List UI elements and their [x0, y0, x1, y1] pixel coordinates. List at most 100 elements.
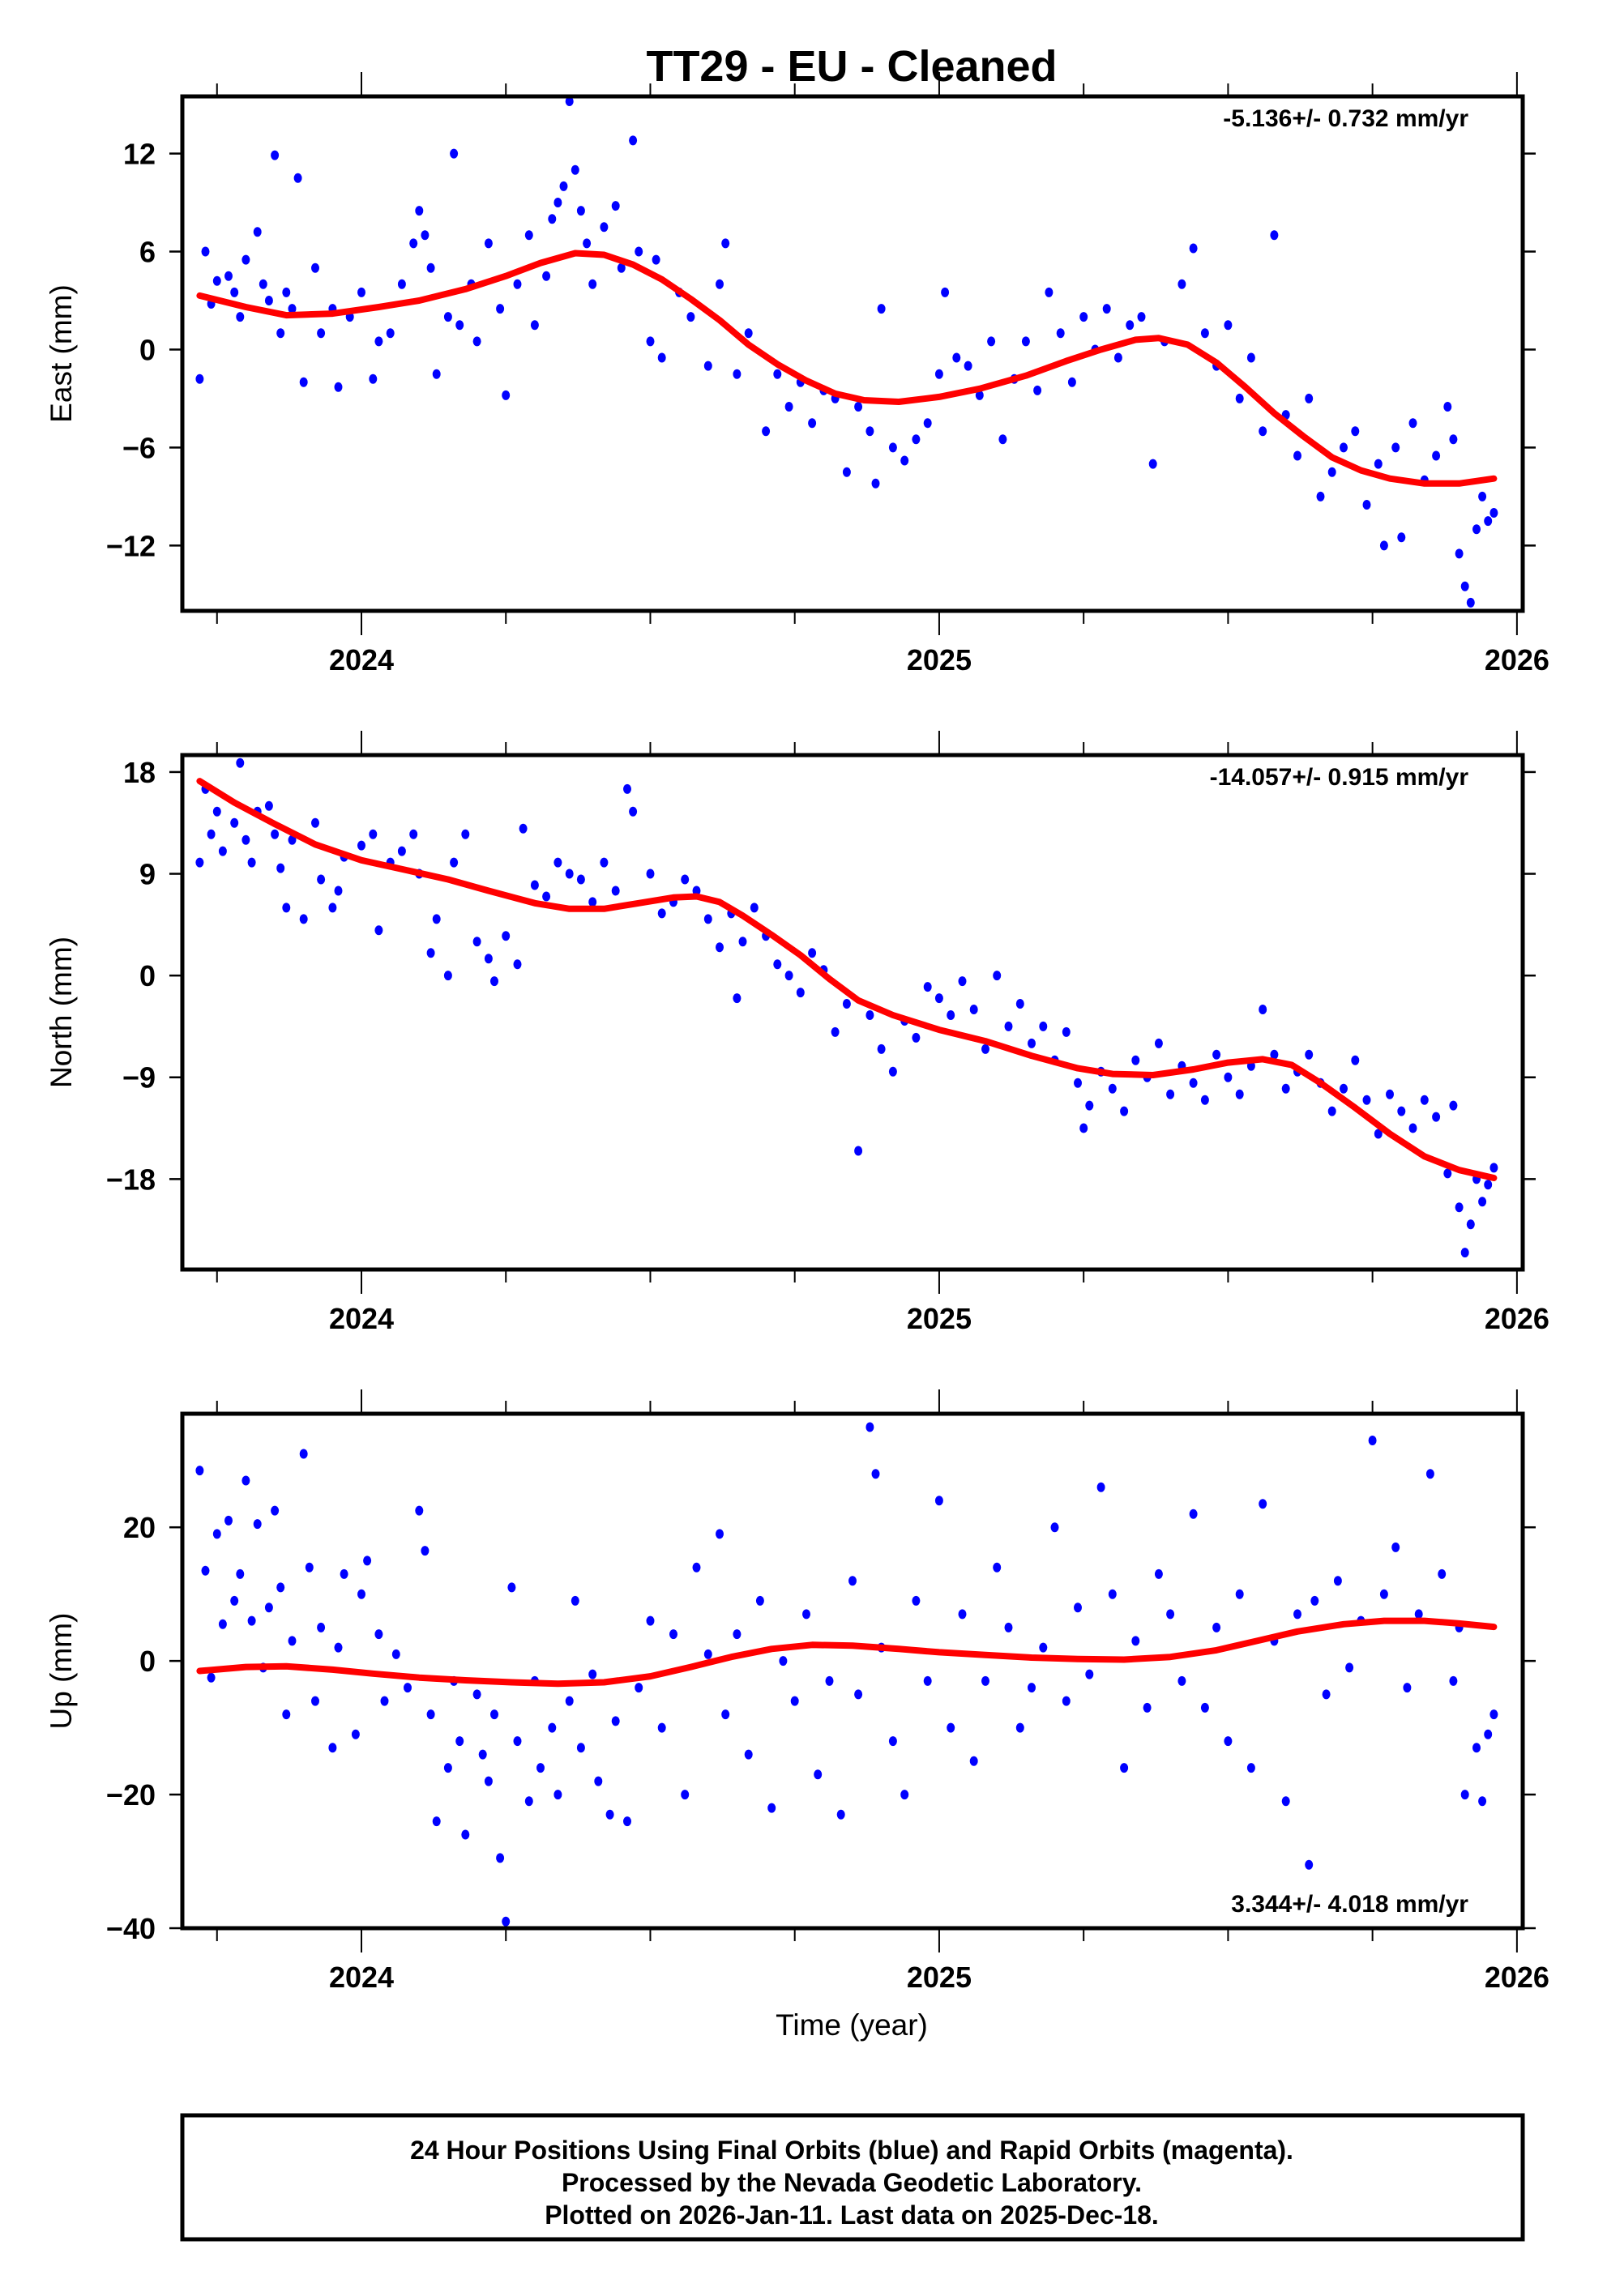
data-point — [1126, 320, 1135, 331]
data-point — [484, 1776, 493, 1786]
data-point — [900, 1790, 909, 1800]
data-point — [646, 868, 655, 879]
data-point — [1379, 1589, 1388, 1599]
data-point — [1224, 320, 1233, 331]
data-point — [877, 304, 886, 314]
data-point — [1472, 524, 1481, 535]
data-point — [299, 377, 308, 387]
data-point — [1305, 1859, 1314, 1870]
data-point — [738, 937, 747, 947]
data-point — [600, 857, 609, 868]
data-point — [241, 254, 250, 265]
data-point — [1235, 1089, 1244, 1099]
data-point — [432, 1816, 441, 1827]
data-point — [241, 1475, 250, 1486]
data-point — [854, 1146, 863, 1156]
data-point — [1466, 597, 1475, 608]
data-point — [1166, 1609, 1175, 1620]
data-point — [236, 1568, 245, 1579]
data-point — [542, 271, 551, 281]
data-point — [964, 361, 972, 371]
data-point — [1414, 1609, 1423, 1620]
x-tick-label: 2025 — [907, 1302, 972, 1335]
plot-frame — [180, 753, 1525, 1272]
data-point — [1316, 491, 1325, 501]
data-point — [496, 1853, 505, 1863]
y-tick-label: 9 — [139, 858, 156, 891]
data-point — [524, 1796, 533, 1807]
data-point — [767, 1803, 776, 1813]
data-point — [1466, 1219, 1475, 1230]
data-point — [1281, 1083, 1290, 1094]
data-point — [513, 959, 522, 970]
data-point — [351, 1729, 360, 1739]
data-point — [443, 312, 452, 322]
data-point — [825, 1675, 834, 1686]
data-point — [923, 1675, 932, 1686]
data-point — [993, 971, 1002, 981]
data-point — [363, 1556, 372, 1566]
data-point — [969, 1756, 978, 1766]
data-point — [912, 1032, 921, 1043]
data-point — [721, 238, 730, 249]
data-point — [218, 1619, 227, 1629]
data-point — [397, 279, 406, 289]
data-point — [1062, 1696, 1071, 1706]
data-point — [334, 886, 343, 896]
data-point — [571, 1595, 579, 1606]
data-point — [1028, 1683, 1036, 1693]
data-point — [836, 1809, 845, 1820]
data-point — [1028, 1038, 1036, 1048]
footer-line-1: 24 Hour Positions Using Final Orbits (bl… — [410, 2136, 1293, 2165]
data-point — [605, 1809, 614, 1820]
data-point — [1056, 328, 1065, 339]
data-point — [1449, 1675, 1458, 1686]
data-point — [334, 382, 343, 392]
footer-line-3: Plotted on 2026-Jan-11. Last data on 202… — [545, 2200, 1159, 2230]
data-point — [716, 279, 724, 289]
data-point — [1004, 1021, 1013, 1031]
data-point — [854, 402, 863, 412]
data-point — [900, 455, 909, 466]
data-point — [1148, 459, 1157, 469]
data-point — [276, 328, 285, 339]
data-point — [1108, 1589, 1117, 1599]
data-point — [981, 1675, 989, 1686]
data-point — [1177, 1675, 1186, 1686]
data-point — [1235, 393, 1244, 403]
data-point — [450, 148, 459, 159]
data-point — [934, 1496, 943, 1506]
data-point — [443, 1763, 452, 1773]
data-point — [317, 328, 326, 339]
data-point — [888, 1066, 897, 1077]
data-point — [646, 336, 655, 347]
data-point — [1391, 1542, 1400, 1552]
data-point — [461, 1829, 470, 1840]
data-point — [1322, 1689, 1331, 1700]
up-panel: 2024 2025 2026 20 0 −20 −40 Up (mm) 3.344+/- 4.0… — [45, 1389, 1549, 1994]
plot-frame — [180, 1411, 1525, 1931]
data-point — [443, 971, 452, 981]
data-point — [1131, 1055, 1140, 1065]
y-tick-label: −40 — [106, 1912, 156, 1945]
data-point — [1391, 442, 1400, 453]
data-point — [576, 206, 585, 216]
data-point — [716, 1529, 724, 1539]
y-tick-label: −9 — [122, 1061, 156, 1095]
data-point — [947, 1010, 955, 1020]
data-point — [334, 1642, 343, 1653]
data-point — [513, 279, 522, 289]
data-point — [1137, 312, 1146, 322]
y-tick-label: −18 — [106, 1163, 156, 1196]
data-point — [264, 1603, 273, 1613]
data-point — [1131, 1636, 1140, 1646]
data-point — [576, 874, 585, 885]
data-point — [1327, 467, 1336, 477]
x-tick-label: 2024 — [329, 1961, 394, 1994]
data-point — [328, 1743, 337, 1753]
data-point — [611, 886, 620, 896]
y-tick-label: 6 — [139, 236, 156, 269]
y-tick-label: 0 — [139, 333, 156, 366]
data-point — [952, 352, 961, 363]
